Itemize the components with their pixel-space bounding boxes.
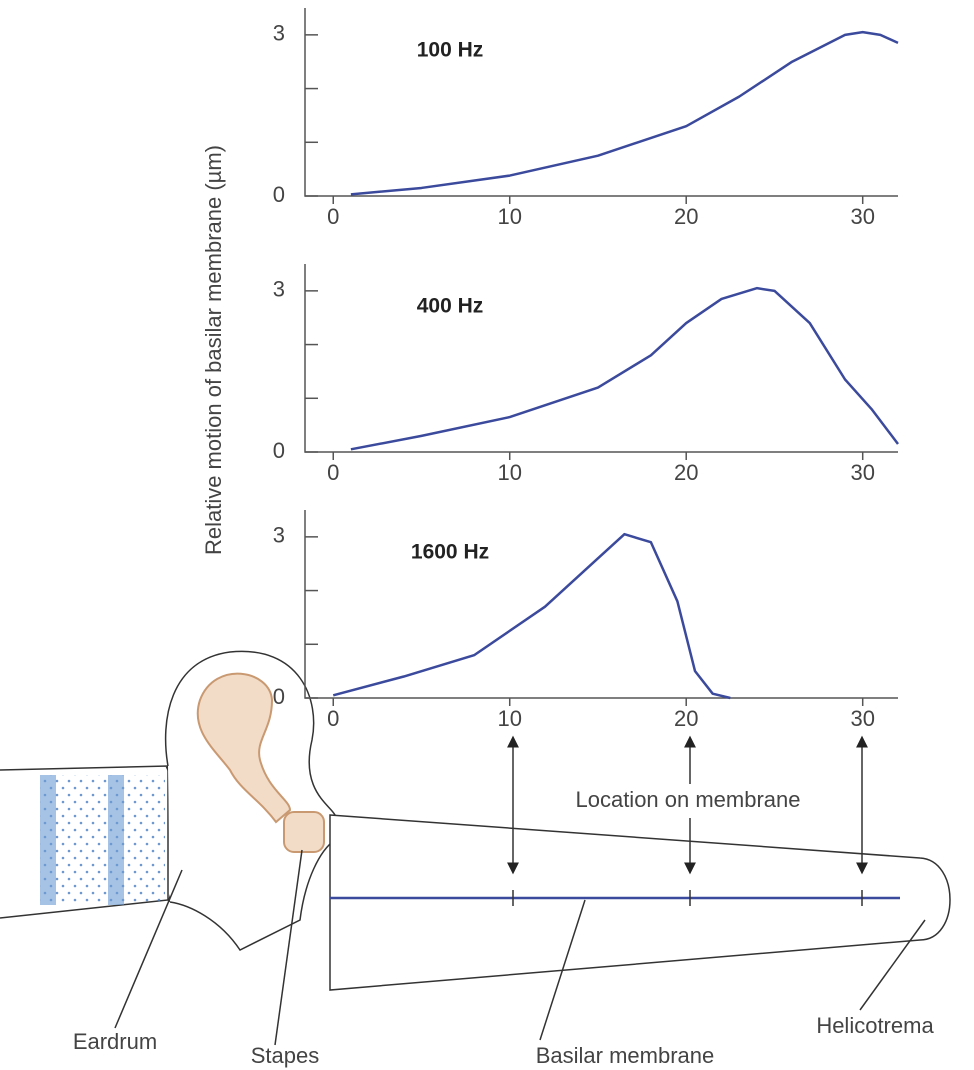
y-axis-label: Relative motion of basilar membrane (µm) <box>201 145 226 555</box>
x-tick-label: 10 <box>497 204 521 229</box>
x-tick-label: 10 <box>497 706 521 731</box>
x-tick-label: 30 <box>850 204 874 229</box>
y-tick-label: 3 <box>273 277 285 302</box>
eardrum-label: Eardrum <box>73 1029 157 1054</box>
axis <box>305 8 898 196</box>
basilar-label: Basilar membrane <box>536 1043 715 1068</box>
ear-diagram: Location on membrane Eardrum Stapes Basi… <box>0 651 950 1067</box>
stapes-label: Stapes <box>251 1043 320 1068</box>
location-label: Location on membrane <box>575 787 800 812</box>
x-tick-label: 10 <box>497 460 521 485</box>
x-tick-label: 20 <box>674 460 698 485</box>
axis <box>305 264 898 452</box>
chart-title: 100 Hz <box>417 39 484 62</box>
y-tick-label: 3 <box>273 21 285 46</box>
x-tick-label: 0 <box>327 706 339 731</box>
x-tick-label: 20 <box>674 706 698 731</box>
cochlea <box>330 815 950 990</box>
x-tick-label: 30 <box>850 460 874 485</box>
figure: Relative motion of basilar membrane (µm)… <box>0 0 974 1070</box>
x-tick-label: 0 <box>327 460 339 485</box>
y-tick-label: 0 <box>273 438 285 463</box>
data-line <box>333 534 730 698</box>
sound-waves <box>40 775 165 905</box>
chart-title: 1600 Hz <box>411 541 489 564</box>
x-tick-label: 20 <box>674 204 698 229</box>
x-tick-label: 0 <box>327 204 339 229</box>
helicotrema-label: Helicotrema <box>816 1013 934 1038</box>
chart-title: 400 Hz <box>417 295 484 318</box>
y-tick-label: 3 <box>273 523 285 548</box>
axis <box>305 510 898 698</box>
stapes-shape <box>284 812 324 852</box>
x-tick-label: 30 <box>850 706 874 731</box>
y-tick-label: 0 <box>273 684 285 709</box>
y-tick-label: 0 <box>273 182 285 207</box>
